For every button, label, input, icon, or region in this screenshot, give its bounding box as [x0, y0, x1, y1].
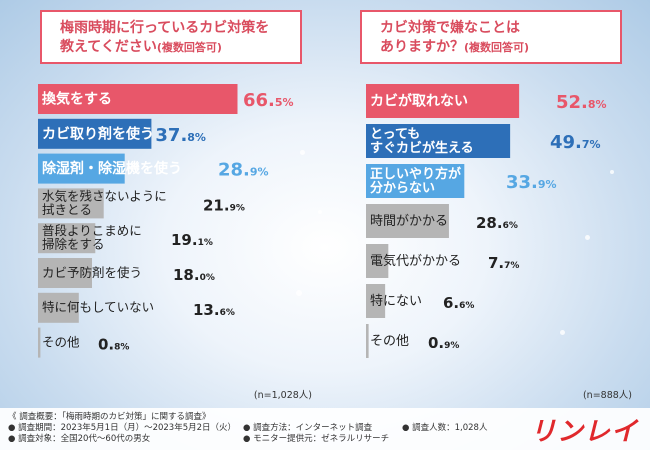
right-sample-size: (n=888人) [582, 390, 632, 401]
bar-4 [38, 188, 104, 219]
bar-5 [38, 223, 96, 254]
category-label-6: 特にない [370, 294, 422, 309]
value-label-3: 28.9% [218, 160, 269, 181]
survey-title: 《 調査概要：「梅雨時期のカビ対策」に関する調査》 [8, 412, 211, 422]
bar-1 [366, 84, 520, 118]
bar-7 [38, 292, 79, 323]
value-label-5: 7.7% [488, 254, 519, 272]
value-label-1: 66.5% [243, 90, 294, 111]
right-question-sub: (複数回答可) [464, 41, 530, 54]
sparkle-decoration [610, 170, 614, 174]
category-label-7: 特に何もしていない [42, 300, 154, 315]
value-label-4: 21.9% [203, 196, 245, 214]
left-question-line2: 教えてください [60, 39, 157, 55]
survey-method: ● 調査方法：インターネット調査 [243, 423, 373, 433]
value-label-2: 37.8% [155, 125, 206, 146]
value-label-7: 0.9% [428, 334, 459, 352]
right-bar-chart: カビが取れない 52.8% とってもすぐカビが生える 49.7% 正しいやり方が分からな… [366, 84, 607, 358]
bar-6 [38, 258, 92, 288]
value-label-4: 28.6% [476, 214, 518, 232]
bar-2 [38, 118, 152, 149]
left-sample-size: (n=1,028人) [253, 390, 312, 401]
rinrei-logo: リンレイ [529, 417, 638, 447]
category-label-5: 電気代がかかる [370, 253, 461, 269]
left-question-line1: 梅雨時期に行っているカビ対策を [60, 20, 270, 36]
value-label-7: 13.6% [193, 301, 235, 319]
category-label-3: 除湿剤・除湿機を使う [42, 160, 182, 177]
right-question-box: カビ対策で嫌なことは ありますか？(複数回答可) [360, 10, 622, 64]
category-label-6: カビ予防剤を使う [42, 265, 142, 280]
bar-8 [38, 327, 41, 358]
value-label-1: 52.8% [556, 92, 607, 113]
category-label-8: その他 [42, 334, 80, 349]
category-label-4: 時間がかかる [370, 214, 448, 229]
survey-period: ● 調査期間：2023年5月1日（月）～2023年5月2日（火） [8, 423, 237, 433]
sparkle-decoration [318, 210, 322, 214]
sparkle-decoration [585, 235, 590, 240]
left-question-box: 梅雨時期に行っているカビ対策を 教えてください(複数回答可) [40, 10, 302, 64]
category-label-7: その他 [370, 334, 409, 349]
category-label-2: とってもすぐカビが生える [370, 127, 474, 156]
left-question-sub: (複数回答可) [156, 41, 222, 54]
category-label-4: 水気を残さないように拭きとる [42, 188, 167, 217]
sparkle-decoration [300, 150, 305, 155]
bar-3 [38, 153, 125, 184]
bar-6 [366, 284, 386, 318]
value-label-6: 6.6% [443, 294, 474, 312]
sparkle-decoration [296, 290, 302, 296]
right-chart-panel: カビ対策で嫌なことは ありますか？(複数回答可) カビが取れない 52.8% とって… [338, 0, 638, 405]
value-label-2: 49.7% [550, 132, 601, 153]
right-question-line2: ありますか？ [380, 39, 464, 55]
category-label-2: カビ取り剤を使う [42, 125, 154, 142]
bar-7 [366, 324, 369, 358]
survey-footer [0, 408, 650, 450]
value-label-8: 0.8% [98, 336, 129, 354]
bar-5 [366, 244, 389, 278]
category-label-3: 正しいやり方が分からない [370, 166, 461, 196]
value-label-3: 33.9% [506, 172, 557, 193]
bar-1 [38, 84, 238, 114]
value-label-5: 19.1% [171, 231, 213, 249]
survey-provider: ● モニター提供元：ゼネラルリサーチ [243, 434, 390, 444]
left-chart-panel: 梅雨時期に行っているカビ対策を 教えてください(複数回答可) 換気をする 66.5… [18, 0, 318, 405]
bar-4 [366, 204, 449, 238]
sparkle-decoration [560, 330, 565, 335]
bar-2 [366, 124, 511, 158]
category-label-1: 換気をする [42, 91, 112, 108]
left-bar-chart: 換気をする 66.5% カビ取り剤を使う 37.8% 除湿剤・除湿機を使う 28.9% 水気… [38, 84, 294, 358]
survey-target: ● 調査対象：全国20代～60代の男女 [8, 434, 151, 444]
category-label-5: 普段よりこまめに掃除をする [42, 223, 142, 252]
value-label-6: 18.0% [173, 266, 215, 284]
survey-count: ● 調査人数：1,028人 [402, 423, 488, 433]
right-question-line1: カビ対策で嫌なことは [380, 20, 520, 36]
bar-3 [366, 164, 465, 198]
category-label-1: カビが取れない [370, 93, 468, 110]
